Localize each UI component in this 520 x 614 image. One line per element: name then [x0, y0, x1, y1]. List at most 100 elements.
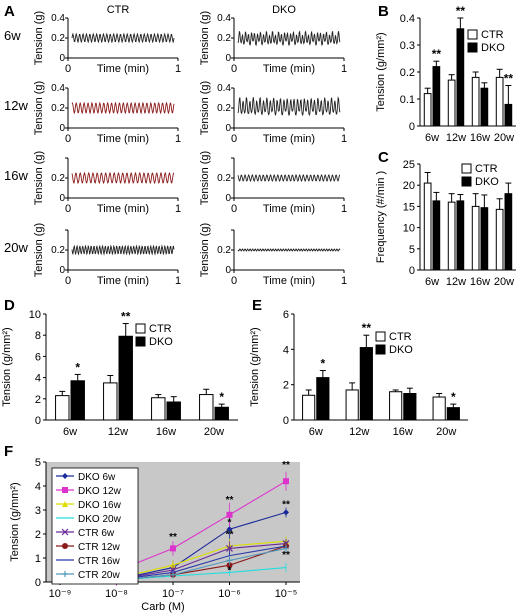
a-ytick: 0.2: [217, 173, 231, 184]
bar-ctr: [423, 93, 432, 127]
significance-label: **: [282, 550, 290, 561]
bar-dko: [166, 401, 181, 421]
panel-c-chart: 0 5 10 15 20 25 Frequency (#/min ) 6w 12w 16w 20w C…: [375, 159, 516, 288]
legend-swatch: [135, 323, 146, 334]
a-xtick-0: 0: [231, 63, 237, 75]
y-tick-label: 8: [35, 330, 41, 342]
y-tick-label: 2: [35, 394, 41, 406]
x-tick-label: 20w: [436, 426, 456, 438]
panel-letter-e: E: [252, 297, 262, 314]
a-ytick: 0: [225, 193, 231, 204]
bar-dko: [403, 393, 417, 421]
legend-swatch: [135, 336, 146, 347]
bar-dko: [446, 407, 460, 421]
bar-ctr: [495, 208, 504, 271]
bar-dko: [432, 200, 441, 271]
a-xtick-1: 1: [175, 275, 181, 287]
a-ylabel-0-1: Tension (g): [199, 11, 211, 65]
significance-label: *: [75, 360, 80, 374]
row-label-3: 20w: [4, 240, 28, 255]
x-tick-label: 10⁻⁹: [49, 588, 72, 600]
bar-ctr: [55, 395, 70, 421]
trace-3-1: [237, 248, 341, 252]
significance-label: **: [456, 4, 466, 18]
x-tick-label: 16w: [470, 276, 490, 288]
a-xtick-1: 1: [175, 133, 181, 145]
x-tick-label: 10⁻⁶: [218, 588, 241, 600]
x-tick-label: 16w: [156, 426, 176, 438]
legend-label: CTR: [481, 29, 504, 41]
significance-label: *: [219, 390, 224, 404]
bar-ctr: [447, 79, 456, 127]
legend-swatch: [375, 331, 386, 342]
a-xlabel: Time (min): [263, 63, 315, 75]
legend-swatch: [461, 163, 472, 174]
y-tick-label: 0: [409, 121, 415, 133]
significance-label: **: [121, 310, 131, 324]
panel-letter-c: C: [378, 149, 389, 166]
significance-label: **: [169, 532, 177, 543]
a-xtick-0: 0: [65, 275, 71, 287]
a-ylabel-3-0: Tension (g): [33, 223, 45, 277]
panel-d-chart: 0 2 4 6 8 10 Tension (g/mm²) 6w * 12w ** 16w 20w * CTR…: [1, 309, 238, 438]
a-ytick: 0: [59, 53, 65, 64]
bar-ctr: [471, 205, 480, 271]
y-axis-label: Frequency (#/min ): [375, 171, 387, 263]
x-tick-label: 6w: [425, 276, 439, 288]
x-tick-label: 16w: [393, 426, 413, 438]
x-tick-label: 10⁻⁷: [162, 588, 184, 600]
x-tick-label: 20w: [204, 426, 224, 438]
point-marker: [62, 487, 68, 493]
bar-ctr: [151, 397, 166, 421]
y-axis-label: Tension (g/mm²): [375, 32, 387, 111]
a-ytick: 0: [59, 265, 65, 276]
bar-ctr: [423, 182, 432, 271]
point-marker: [226, 526, 233, 533]
legend-label: DKO: [149, 336, 173, 348]
legend-label: CTR 6w: [78, 528, 115, 539]
a-xlabel: Time (min): [97, 133, 149, 145]
x-tick-label: 6w: [425, 132, 439, 144]
a-ytick: 0.4: [217, 83, 231, 94]
legend-swatch: [461, 176, 472, 187]
x-tick-label: 12w: [108, 426, 128, 438]
legend-label: DKO: [475, 176, 499, 188]
y-tick-label: 0.3: [400, 40, 415, 52]
y-tick-label: 5: [409, 244, 415, 256]
y-tick-label: 6: [35, 351, 41, 363]
a-xtick-1: 1: [341, 133, 347, 145]
x-tick-label: 12w: [349, 426, 369, 438]
a-ytick: 0: [59, 193, 65, 204]
x-tick-label: 12w: [446, 132, 466, 144]
a-ylabel-1-1: Tension (g): [199, 81, 211, 135]
point-marker: [170, 545, 176, 552]
bar-ctr: [495, 76, 504, 127]
a-xtick-0: 0: [65, 203, 71, 215]
a-xtick-1: 1: [175, 63, 181, 75]
legend-label: DKO 16w: [78, 500, 122, 511]
point-marker: [62, 571, 68, 577]
x-tick-label: 10⁻⁸: [105, 588, 128, 600]
a-xlabel: Time (min): [97, 275, 149, 287]
point-marker: [170, 571, 176, 578]
x-axis-label: Carb (M): [141, 601, 184, 613]
a-xtick-0: 0: [65, 133, 71, 145]
trace-2-0: [71, 171, 175, 185]
a-ylabel-1-0: Tension (g): [33, 81, 45, 135]
legend-label: DKO 12w: [78, 486, 122, 497]
y-axis-label: Tension (g/mm²): [9, 482, 21, 561]
y-tick-label: 15: [403, 201, 415, 213]
x-tick-label: 10⁻⁵: [275, 588, 298, 600]
bar-ctr: [345, 389, 359, 421]
x-tick-label: 20w: [494, 276, 514, 288]
legend-swatch: [467, 42, 478, 53]
legend-label: CTR: [475, 163, 498, 175]
a-ylabel-2-1: Tension (g): [199, 151, 211, 205]
row-label-0: 6w: [4, 28, 21, 43]
trace-2-1: [237, 173, 341, 183]
bar-dko: [504, 103, 513, 127]
trace-3-0: [71, 244, 175, 256]
bar-dko: [359, 347, 373, 421]
y-tick-label: 4: [35, 481, 41, 493]
